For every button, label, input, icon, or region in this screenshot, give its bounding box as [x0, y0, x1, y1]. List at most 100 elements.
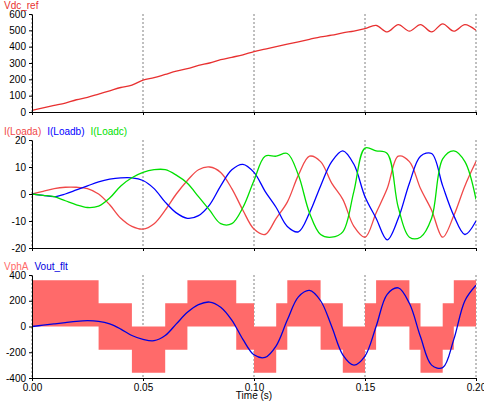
tick-label: 400 [9, 41, 26, 52]
tick-mark [32, 248, 33, 251]
legend-entry: VphA [4, 261, 29, 272]
tick-mark [29, 301, 32, 302]
tick-mark [29, 352, 32, 353]
tick-label: 0 [20, 107, 26, 118]
plot-area [32, 148, 476, 240]
tick-mark [32, 112, 33, 115]
grid-line [254, 140, 255, 248]
tick-label: 0.05 [134, 382, 154, 393]
tick-mark [29, 378, 32, 379]
tick-mark [254, 112, 255, 115]
legend-entry: Vdc_ref [4, 0, 39, 11]
tick-label: 0 [20, 189, 26, 200]
tick-mark [29, 167, 32, 168]
tick-mark [254, 378, 255, 381]
tick [365, 112, 366, 115]
tick-label: 200 [9, 74, 26, 85]
series-line [32, 285, 476, 368]
series-line [32, 156, 476, 237]
panel: -400-20002004000.000.050.100.150.20Time … [4, 261, 484, 401]
y-axis: -400-2000200400 [6, 270, 33, 384]
axis-line [32, 276, 33, 379]
tick-label: 0.15 [356, 382, 376, 393]
grid-line [143, 14, 144, 112]
tick-label: 500 [9, 25, 26, 36]
tick-mark [476, 248, 477, 251]
tick-label: 10 [15, 162, 27, 173]
x-axis [33, 112, 477, 115]
tick-mark [29, 63, 32, 64]
series-line [32, 148, 476, 239]
tick-mark [29, 47, 32, 48]
tick-label: 0.00 [23, 382, 43, 393]
grid [32, 140, 476, 248]
tick [254, 248, 255, 251]
grid-line [254, 14, 255, 112]
tick: -20 [12, 243, 32, 254]
tick-mark [365, 378, 366, 381]
tick-mark [29, 30, 32, 31]
tick-mark [29, 327, 32, 328]
grid-line [476, 14, 477, 112]
grid-line [143, 140, 144, 248]
tick-mark [476, 378, 477, 381]
tick-label: -200 [6, 347, 26, 358]
tick-mark [29, 275, 32, 276]
tick-mark [29, 140, 32, 141]
series-area [32, 280, 476, 373]
grid-line [365, 140, 366, 248]
tick-mark [29, 112, 32, 113]
tick-mark [29, 96, 32, 97]
tick: 0.00 [23, 378, 43, 393]
tick [32, 248, 33, 251]
figure: 0100200300400500600Vdc_ref-20-1001020I(L… [0, 0, 484, 402]
tick: 300 [9, 58, 32, 69]
tick: 0.20 [467, 378, 484, 393]
tick [143, 112, 144, 115]
tick-label: 0 [20, 321, 26, 332]
legend: I(Loada)I(Loadb)I(Loadc) [4, 126, 127, 137]
series-line [32, 151, 476, 240]
legend-entry: I(Loada) [4, 126, 41, 137]
tick-mark [143, 248, 144, 251]
tick: 400 [9, 41, 32, 52]
tick [32, 112, 33, 115]
legend: Vdc_ref [4, 0, 39, 11]
tick [476, 112, 477, 115]
tick: 200 [9, 74, 32, 85]
tick-label: 300 [9, 58, 26, 69]
legend-entry: Vout_flt [34, 261, 68, 272]
tick-label: 100 [9, 90, 26, 101]
tick [476, 248, 477, 251]
tick-label: 200 [9, 295, 26, 306]
x-axis-title: Time (s) [236, 390, 272, 401]
y-axis: 0100200300400500600 [9, 9, 32, 118]
tick: 100 [9, 90, 32, 101]
axis-line [32, 141, 33, 249]
tick-label: -10 [12, 216, 27, 227]
tick-mark [143, 112, 144, 115]
tick-mark [29, 79, 32, 80]
series-line [32, 24, 476, 111]
tick-mark [29, 194, 32, 195]
tick-mark [143, 378, 144, 381]
tick-mark [29, 221, 32, 222]
tick [254, 112, 255, 115]
grid-line [476, 140, 477, 248]
tick: 10 [15, 162, 32, 173]
tick: 0 [20, 321, 32, 332]
tick: 500 [9, 25, 32, 36]
legend: VphA Vout_flt [4, 261, 68, 272]
tick: 200 [9, 295, 32, 306]
tick-mark [365, 248, 366, 251]
tick-label: -20 [12, 243, 27, 254]
y-axis: -20-1001020 [12, 135, 33, 254]
panel: -20-1001020I(Loada)I(Loadb)I(Loadc) [4, 126, 477, 254]
tick-mark [32, 378, 33, 381]
tick: -200 [6, 347, 32, 358]
plot-area [32, 280, 476, 373]
tick: 0 [20, 189, 32, 200]
tick-mark [29, 248, 32, 249]
tick: 0.05 [134, 378, 154, 393]
tick: 0 [20, 107, 32, 118]
